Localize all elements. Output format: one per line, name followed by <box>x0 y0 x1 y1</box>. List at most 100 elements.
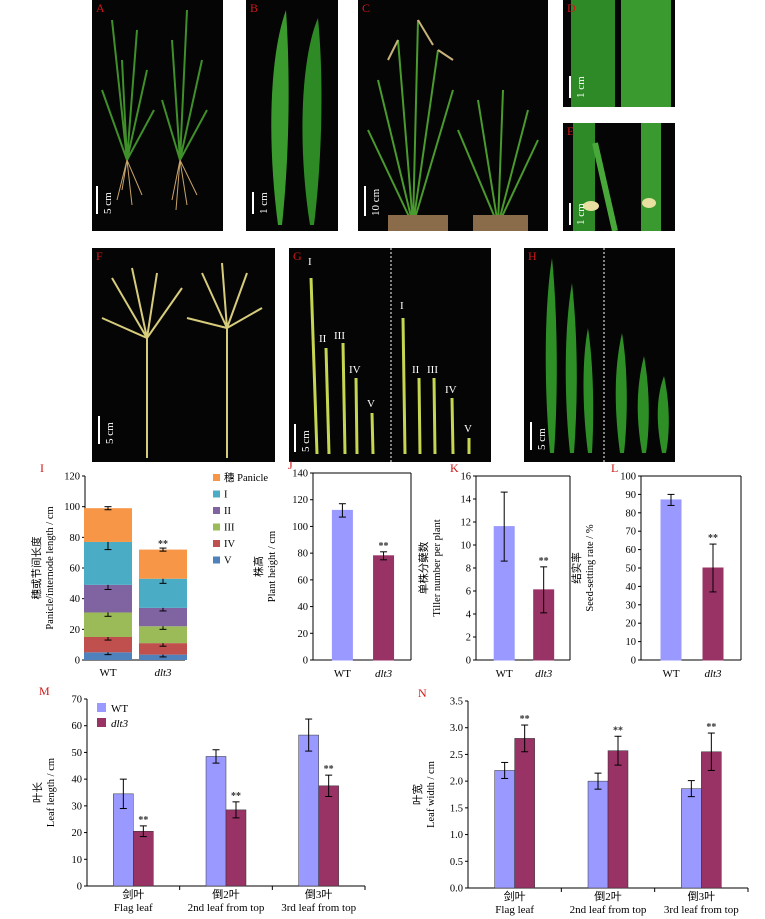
photo-panel-b: B 1 cm <box>246 0 338 231</box>
chart-i-y-title-cn: 穗或节间长度 <box>30 536 43 599</box>
chart-l-category-label: WT <box>662 668 679 680</box>
chart-n-bar-dlt3 <box>701 751 722 889</box>
panicles-image <box>101 262 263 458</box>
chart-j-y-tick-label: 40 <box>298 602 309 613</box>
leaf-blades-image <box>271 10 322 225</box>
chart-n-bar-wt <box>681 788 702 889</box>
internode-label-i-dlt3: I <box>400 300 404 312</box>
chart-n-y-tick-label: 0.5 <box>450 857 463 868</box>
internode-label-v-dlt3: V <box>464 423 472 435</box>
chart-i-legend-label: V <box>224 556 232 567</box>
chart-n-category-label: 3rd leaf from top <box>664 904 739 916</box>
leaf-closeup-image <box>571 0 671 107</box>
chart-n-panel-label: N <box>418 686 427 700</box>
chart-j-y-title-cn: 株高 <box>252 556 265 577</box>
chart-m-significance: ** <box>138 815 148 826</box>
chart-m-y-title-cn: 叶长 <box>32 782 44 803</box>
chart-i-legend-swatch <box>213 556 220 564</box>
chart-j-bar-dlt3 <box>373 555 395 661</box>
chart-l-y-title-cn: 结实率 <box>570 552 583 584</box>
chart-j-y-tick-label: 80 <box>298 549 309 560</box>
chart-k-category-label: dlt3 <box>535 668 553 680</box>
chart-n-bar-dlt3 <box>607 750 629 889</box>
chart-m-legend-label: dlt3 <box>111 718 129 730</box>
chart-i-legend-swatch <box>213 474 220 481</box>
rice-seedlings-image <box>101 9 208 211</box>
chart-i-y-title: Panicle/internode length / cm <box>45 506 56 629</box>
chart-n-significance: ** <box>520 714 530 725</box>
chart-i-bar-ii <box>139 607 187 627</box>
chart-j-y-tick-label: 0 <box>303 656 308 667</box>
chart-n-y-tick-label: 1.0 <box>450 830 463 841</box>
chart-l-y-title: Seed-setting rate / % <box>585 524 596 611</box>
chart-n-category-label-cn: 倒3叶 <box>688 890 716 903</box>
chart-n-category-label: Flag leaf <box>495 904 534 916</box>
photo-panel-c: C 10 cm <box>358 0 548 231</box>
internode-label-v: V <box>367 398 375 410</box>
chart-j-category-label: WT <box>334 668 351 680</box>
chart-m-bar-dlt3 <box>133 830 154 887</box>
chart-l-panel-label: L <box>611 461 618 475</box>
chart-m-legend-label: WT <box>111 703 128 715</box>
chart-m-category-label-cn: 倒2叶 <box>212 888 240 901</box>
chart-m-panel-label: M <box>39 684 50 698</box>
chart-n-y-tick-label: 0.0 <box>450 884 463 895</box>
chart-i-panel-label: I <box>40 461 44 475</box>
chart-n-bar-dlt3 <box>514 738 535 889</box>
chart-i-bar-v <box>84 652 132 660</box>
chart-j-y-tick-label: 60 <box>298 575 309 586</box>
internode-label-iv-dlt3: IV <box>445 384 457 396</box>
chart-i-category-label: dlt3 <box>154 667 172 679</box>
chart-k-significance: ** <box>539 556 549 567</box>
chart-l-category-label: dlt3 <box>704 668 722 680</box>
chart-j-panel-label: J <box>288 458 293 472</box>
panel-label-d: D <box>567 1 576 15</box>
chart-m-y-tick-label: 70 <box>72 695 83 706</box>
chart-j-significance: ** <box>379 541 389 552</box>
chart-i-legend-swatch <box>213 540 220 547</box>
chart-j-category-label: dlt3 <box>375 668 393 680</box>
chart-i-y-tick-label: 100 <box>64 502 80 513</box>
chart-m-bar-dlt3 <box>225 809 247 887</box>
chart-m-y-tick-label: 40 <box>72 775 83 786</box>
chart-k-y-tick-label: 4 <box>466 610 472 621</box>
chart-n-y-tick-label: 2.0 <box>450 777 463 788</box>
chart-j-y-tick-label: 100 <box>292 522 308 533</box>
photo-panel-e: E 1 cm <box>563 123 675 231</box>
chart-i-legend-label: III <box>224 523 235 534</box>
chart-n-y-title: Leaf width / cm <box>426 761 437 828</box>
chart-n-category-label-cn: 剑叶 <box>504 889 526 903</box>
chart-k-y-tick-label: 2 <box>466 633 471 644</box>
chart-k-panel-label: K <box>450 461 459 475</box>
chart-k-y-tick-label: 0 <box>466 656 471 667</box>
chart-m-category-label: 2nd leaf from top <box>188 902 265 914</box>
internode-label-ii-dlt3: II <box>412 364 420 376</box>
chart-i-legend-label: I <box>224 490 228 501</box>
chart-n-y-title-cn: 叶宽 <box>411 784 424 805</box>
chart-l-y-tick-label: 60 <box>626 545 637 556</box>
chart-m-legend-swatch <box>97 718 106 727</box>
chart-m-bar-wt <box>205 756 227 887</box>
chart-j-y-tick-label: 140 <box>292 469 308 480</box>
chart-i-category-label: WT <box>99 667 116 679</box>
chart-n-category-label: 2nd leaf from top <box>570 904 647 916</box>
chart-j-y-title: Plant height / cm <box>267 531 278 602</box>
chart-k-y-tick-label: 8 <box>466 564 471 575</box>
chart-i-bar-iii <box>139 626 187 644</box>
chart-i-significance: ** <box>158 539 168 550</box>
chart-i-legend-label: 穗 Panicle <box>224 471 268 484</box>
chart-l-y-tick-label: 30 <box>626 600 637 611</box>
chart-m-category-label-cn: 倒3叶 <box>305 888 333 901</box>
chart-n-y-tick-label: 2.5 <box>450 750 463 761</box>
chart-n-y-tick-label: 3.5 <box>450 697 463 708</box>
chart-n-significance: ** <box>613 725 623 736</box>
chart-m-y-tick-label: 0 <box>77 882 82 893</box>
chart-j-y-tick-label: 120 <box>292 495 308 506</box>
chart-k-y-title-cn: 单株分蘖数 <box>417 541 430 594</box>
chart-i-y-tick-label: 80 <box>70 533 81 544</box>
chart-k-y-title: Tiller number per plant <box>432 519 443 616</box>
photo-panel-h: H 5 cm <box>524 248 675 462</box>
panel-label-g: G <box>293 249 302 263</box>
internodes-image <box>309 248 471 462</box>
chart-l-y-tick-label: 100 <box>620 472 636 483</box>
